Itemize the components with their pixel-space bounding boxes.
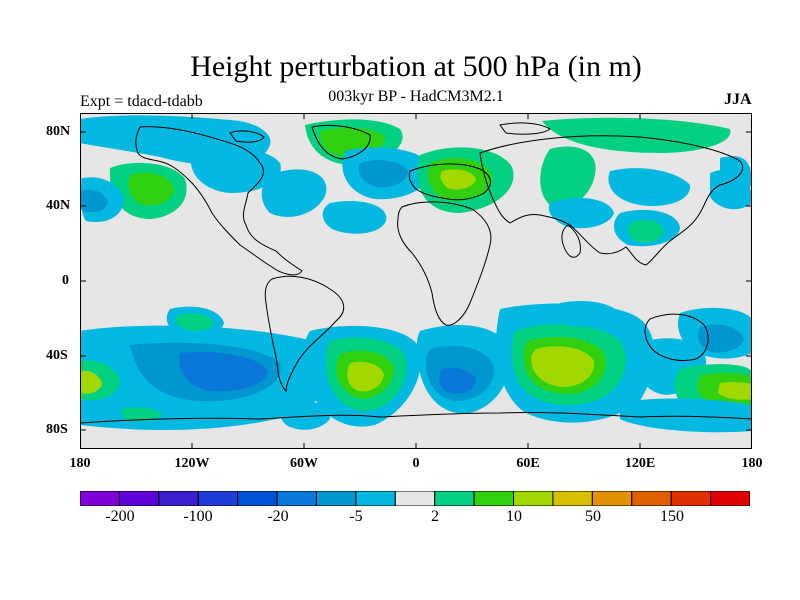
- field-light-blue: [261, 169, 327, 217]
- colorbar-label: -200: [105, 508, 135, 525]
- field-blue-dark: [179, 351, 268, 392]
- coast-south-america: [264, 275, 345, 393]
- lat-label-0: 0: [62, 273, 69, 288]
- colorbar-swatch: [434, 491, 475, 506]
- field-light-blue: [608, 168, 691, 207]
- field-green: [542, 117, 731, 153]
- colorbar-swatch: [552, 491, 593, 506]
- field-blue: [80, 189, 108, 213]
- field-yellow-green: [347, 361, 384, 392]
- field-light-blue: [548, 198, 614, 229]
- field-blue: [358, 160, 408, 188]
- coast-antarctica: [80, 411, 752, 424]
- coast-asia: [479, 135, 743, 266]
- colorbar-swatch: [631, 491, 672, 506]
- colorbar: [80, 491, 750, 506]
- coast-north-america: [135, 126, 303, 276]
- field-light-blue: [710, 169, 752, 210]
- colorbar-label: -5: [349, 508, 363, 525]
- field-light-blue: [279, 399, 331, 430]
- field-blue: [698, 324, 744, 353]
- anomaly-fields: [80, 115, 752, 433]
- lon-label-0: 0: [412, 456, 420, 471]
- field-light-blue: [322, 201, 387, 234]
- map-ticks: [80, 113, 752, 449]
- coast-africa: [397, 201, 492, 326]
- colorbar-swatch: [158, 491, 199, 506]
- colorbar-label: -20: [267, 508, 289, 525]
- field-green: [540, 146, 596, 208]
- coast-india: [561, 224, 581, 258]
- lon-label-120w: 120W: [174, 456, 210, 471]
- experiment-label: Expt = tdacd-tdabb: [80, 93, 203, 110]
- lon-label-180e: 180: [741, 456, 763, 471]
- season-label: JJA: [724, 91, 752, 108]
- coast-australia: [644, 313, 709, 362]
- field-yellow-green: [80, 370, 102, 394]
- colorbar-swatch: [276, 491, 317, 506]
- colorbar-label: 2: [431, 508, 439, 525]
- lat-label-80n: 80N: [46, 124, 71, 139]
- field-yellow-green: [440, 169, 476, 190]
- colorbar-swatch: [237, 491, 278, 506]
- map-plot: [80, 113, 752, 449]
- coast-greenland: [311, 124, 371, 160]
- lon-label-60w: 60W: [290, 456, 318, 471]
- colorbar-swatch: [315, 491, 357, 506]
- colorbar-swatch: [355, 491, 396, 506]
- colorbar-swatch: [197, 491, 239, 506]
- colorbar-label: -100: [183, 508, 213, 525]
- field-blue-dark: [439, 367, 476, 394]
- map-title: Height perturbation at 500 hPa (in m): [190, 50, 642, 83]
- field-yellow-green: [718, 382, 752, 400]
- lon-label-60e: 60E: [516, 456, 540, 471]
- field-light-blue: [620, 398, 752, 433]
- coast-arctic-islands: [229, 122, 551, 143]
- coast-europe: [408, 163, 491, 201]
- colorbar-swatch: [591, 491, 633, 506]
- colorbar-label: 50: [585, 508, 601, 525]
- lon-label-180w: 180: [69, 456, 91, 471]
- colorbar-swatch: [394, 491, 436, 506]
- colorbar-swatch: [80, 491, 120, 506]
- field-bright-green: [128, 172, 174, 206]
- lat-label-40s: 40S: [46, 348, 68, 363]
- lon-label-120e: 120E: [624, 456, 656, 471]
- field-green: [120, 407, 162, 422]
- colorbar-label: 150: [660, 508, 684, 525]
- colorbar-swatch: [710, 491, 750, 506]
- lat-label-80s: 80S: [46, 422, 68, 437]
- field-light-blue: [556, 300, 620, 327]
- colorbar-swatch: [670, 491, 712, 506]
- field-yellow-green: [531, 346, 595, 387]
- colorbar-swatch: [513, 491, 554, 506]
- field-green: [628, 220, 664, 243]
- colorbar-swatch: [473, 491, 515, 506]
- coastlines: [80, 122, 752, 424]
- lat-label-40n: 40N: [46, 198, 71, 213]
- map-subtitle: 003kyr BP - HadCM3M2.1: [328, 88, 504, 105]
- field-green: [176, 313, 214, 331]
- colorbar-swatch: [118, 491, 160, 506]
- colorbar-label: 10: [506, 508, 522, 525]
- field-light-blue: [190, 148, 281, 193]
